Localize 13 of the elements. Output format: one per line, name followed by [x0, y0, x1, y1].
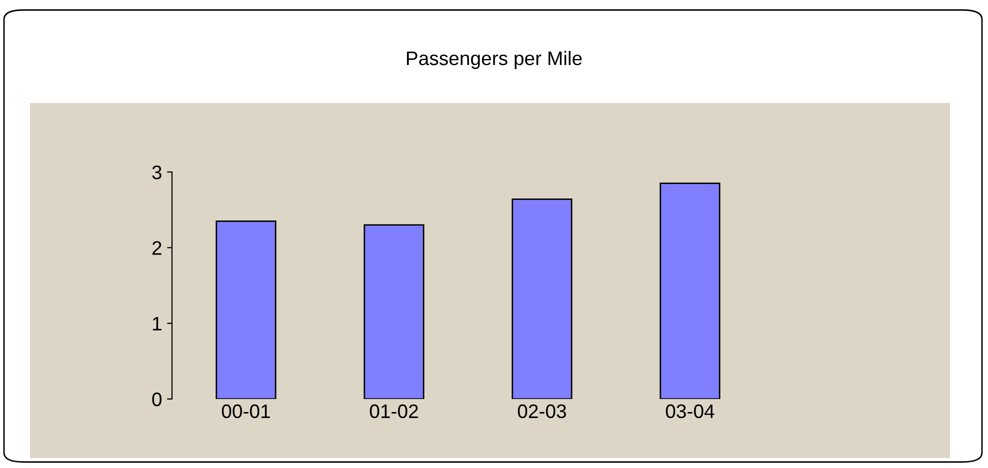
bar	[660, 182, 720, 399]
x-tick-label: 00-01	[222, 404, 270, 418]
y-tick-label: 2	[152, 241, 162, 255]
x-tick-label: 01-02	[370, 404, 418, 418]
chart-title: Passengers per Mile	[406, 50, 582, 70]
bar	[512, 198, 572, 399]
bar	[364, 224, 424, 399]
bar	[216, 220, 276, 399]
y-tick-label: 0	[152, 392, 162, 406]
y-tick-label: 3	[152, 165, 162, 180]
x-tick-label: 02-03	[518, 404, 566, 418]
x-tick-label: 03-04	[666, 404, 714, 418]
y-tick-label: 1	[152, 317, 162, 330]
